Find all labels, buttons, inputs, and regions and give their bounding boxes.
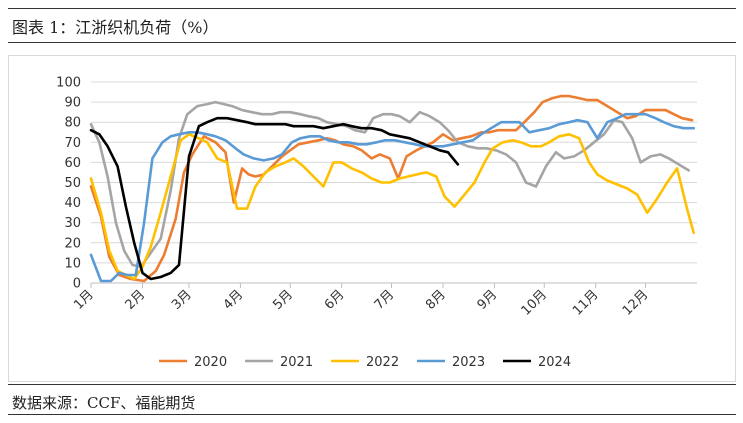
bottom-rule [8,414,736,415]
x-tick-label-9: 10月 [519,287,550,318]
series-line-2024 [89,116,460,281]
x-tick-label-2: 3月 [169,287,195,313]
figure-source: 数据来源：CCF、福能期货 [12,394,196,412]
y-tick-label-90: 90 [64,96,81,111]
y-tick-label-50: 50 [64,176,81,191]
x-tick-label-8: 9月 [475,287,501,313]
figure: 图表 1：江浙织机负荷（%） 0 10 20 30 40 50 60 70 80 90 100 1月 2… [8,8,736,415]
series-line-2022 [89,133,696,281]
chart-frame: 0 10 20 30 40 50 60 70 80 90 100 1月 2月 3月 4月 5月 6月 7月 8月 9月… [8,55,736,382]
x-tick-label-7: 8月 [423,287,449,313]
x-tick-label-6: 7月 [372,287,398,313]
y-tick-label-20: 20 [64,236,81,251]
y-tick-label-40: 40 [64,196,81,211]
y-tick-label-10: 10 [64,256,81,271]
legend-label-2021: 2021 [280,355,313,370]
series-line-2021 [89,100,691,269]
x-tick-label-4: 5月 [270,287,296,313]
x-tick-label-11: 12月 [620,287,651,318]
x-tick-label-10: 11月 [570,287,601,318]
legend-label-2020: 2020 [194,355,227,370]
x-tick-label-1: 2月 [123,287,149,313]
y-tick-label-70: 70 [64,136,81,151]
figure-title: 图表 1：江浙织机负荷（%） [12,18,219,37]
top-rule [8,8,736,9]
y-tick-label-30: 30 [64,216,81,231]
x-tick-label-5: 6月 [322,287,348,313]
series-line-2023 [89,112,696,283]
y-tick-label-0: 0 [73,277,81,292]
legend-label-2024: 2024 [538,355,571,370]
y-tick-label-100: 100 [56,76,81,91]
source-rule [8,384,736,385]
legend-label-2023: 2023 [452,355,485,370]
x-tick-label-3: 4月 [221,287,247,313]
legend-label-2022: 2022 [366,355,399,370]
y-tick-label-80: 80 [64,116,81,131]
y-tick-label-60: 60 [64,156,81,171]
title-rule [8,42,736,43]
